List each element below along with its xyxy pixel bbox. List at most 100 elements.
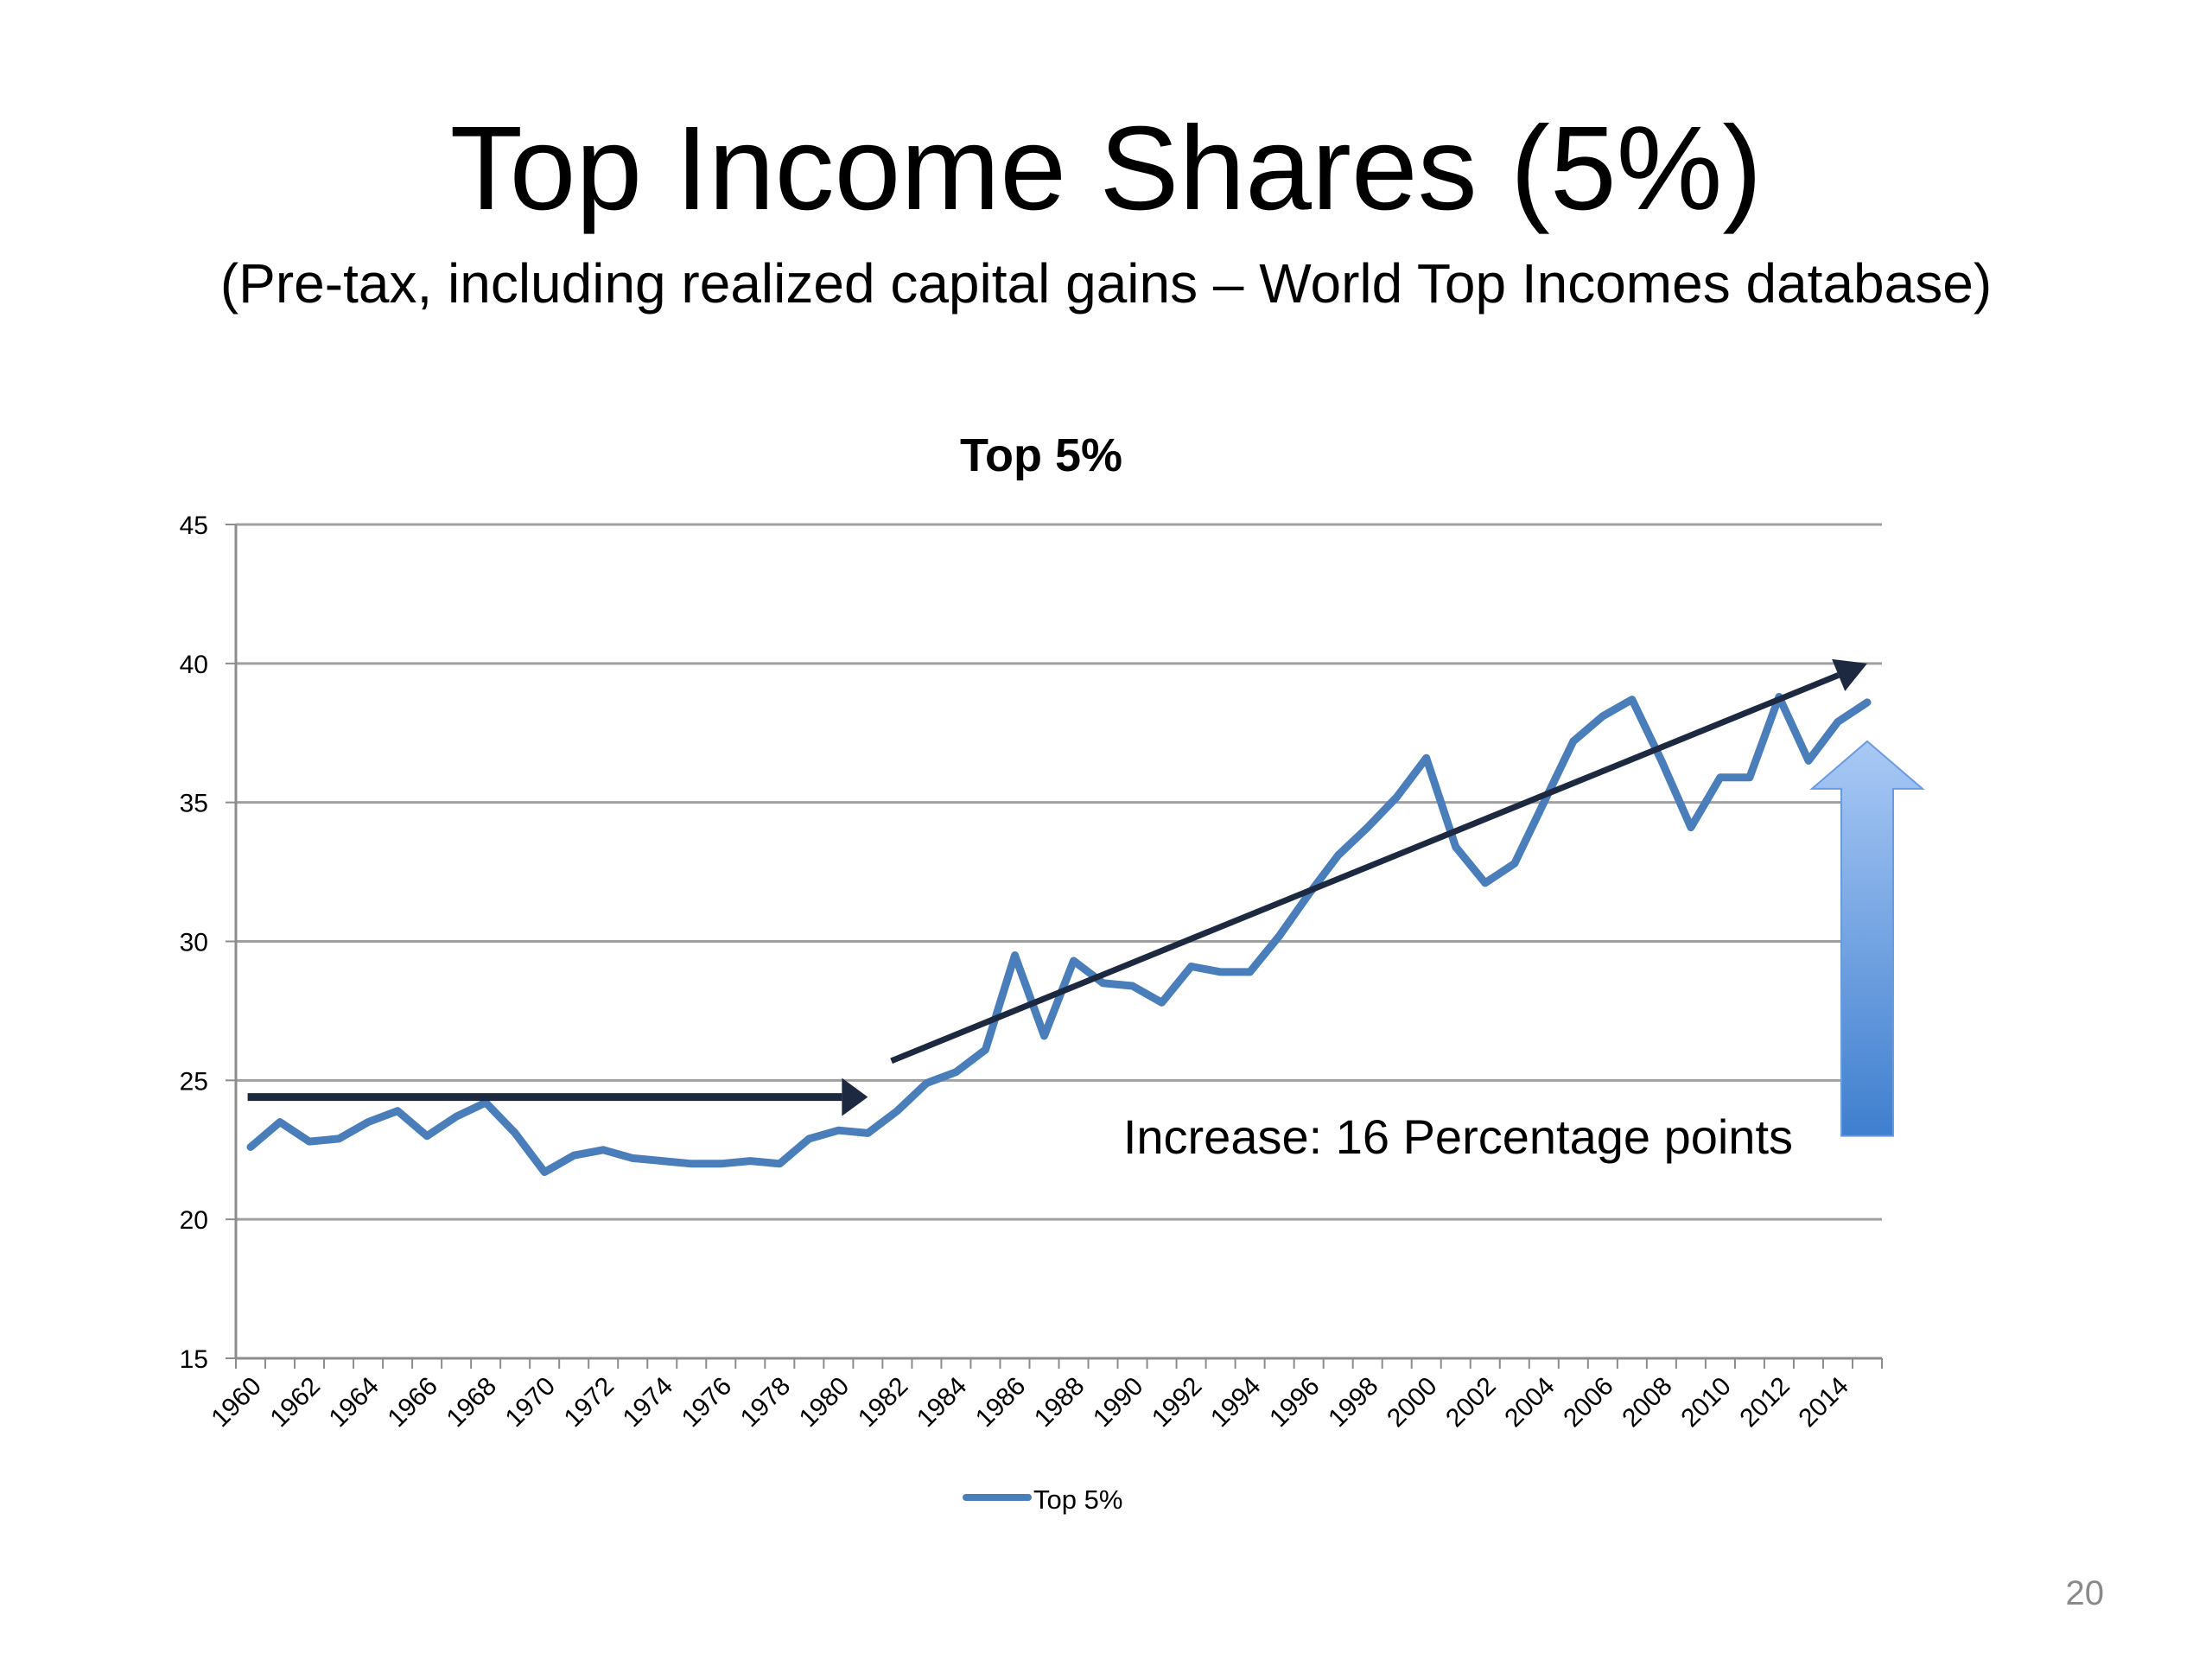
y-tick-labels: 15 20 25 30 35 40 45 [180, 512, 208, 1374]
x-tick-label: 1986 [970, 1372, 1032, 1433]
slide-title: Top Income Shares (5%) [449, 102, 1763, 235]
data-point [514, 1132, 516, 1134]
x-tick-label: 2012 [1734, 1372, 1796, 1433]
y-tick-label: 45 [180, 512, 208, 540]
data-point [984, 1049, 986, 1051]
data-point [1866, 702, 1868, 703]
data-point [867, 1132, 868, 1134]
data-point [1749, 777, 1751, 779]
y-tick-label: 25 [180, 1067, 208, 1096]
data-point [837, 1129, 839, 1131]
data-point [1279, 935, 1281, 937]
data-point [1043, 1035, 1045, 1037]
x-tick-label: 2014 [1793, 1372, 1854, 1433]
data-point [1484, 882, 1486, 884]
data-point [720, 1163, 721, 1165]
x-tick-label: 1992 [1147, 1372, 1208, 1433]
x-tick-label: 1996 [1264, 1372, 1325, 1433]
data-point [1103, 982, 1104, 984]
data-point [1514, 862, 1516, 864]
data-point [1455, 846, 1457, 848]
x-tick-label: 1990 [1088, 1372, 1149, 1433]
data-point [1602, 715, 1604, 717]
gridlines [236, 523, 1882, 1221]
data-point [632, 1157, 633, 1159]
y-tick-label: 35 [180, 790, 208, 818]
trend-arrow [890, 658, 1867, 1065]
x-tick-label: 2010 [1675, 1372, 1737, 1433]
x-tick-label: 1966 [383, 1372, 444, 1433]
x-tick-label: 1988 [1029, 1372, 1090, 1433]
data-point [749, 1160, 751, 1162]
x-tick-label: 2004 [1499, 1372, 1560, 1433]
chart-title: Top 5% [960, 429, 1122, 481]
data-point [1631, 699, 1633, 701]
data-point [1808, 760, 1809, 761]
x-tick-label: 1964 [323, 1372, 385, 1433]
x-tick-label: 2008 [1617, 1372, 1678, 1433]
x-tick-labels: 1960196219641966196819701972197419761978… [206, 1372, 1853, 1433]
x-tick-label: 1974 [618, 1372, 679, 1433]
data-point [338, 1138, 340, 1140]
data-point [1837, 721, 1839, 722]
data-point [279, 1122, 281, 1123]
data-point [367, 1122, 369, 1123]
increase-annotation: Increase: 16 Percentage points [1123, 1109, 1793, 1164]
data-point [690, 1163, 692, 1165]
data-point [779, 1163, 780, 1165]
y-tick-label: 15 [180, 1345, 208, 1374]
y-tick-label: 20 [180, 1206, 208, 1235]
data-point [955, 1071, 957, 1073]
data-point [1161, 1001, 1163, 1003]
data-point [602, 1149, 604, 1151]
data-point [1543, 802, 1545, 804]
data-point [308, 1141, 310, 1142]
data-point [485, 1102, 486, 1103]
x-tick-label: 1970 [500, 1372, 562, 1433]
slide-subtitle: (Pre-tax, including realized capital gai… [219, 252, 1993, 315]
data-point [1073, 960, 1075, 962]
data-point [573, 1154, 575, 1156]
data-point [896, 1110, 898, 1112]
x-tick-label: 1982 [853, 1372, 914, 1433]
axes [226, 524, 1883, 1369]
y-tick-label: 40 [180, 651, 208, 679]
data-point [1220, 971, 1222, 973]
data-point [1573, 741, 1574, 742]
x-tick-label: 1978 [735, 1372, 797, 1433]
x-tick-label: 1984 [912, 1372, 973, 1433]
y-tick-label: 30 [180, 929, 208, 957]
x-tick-label: 1972 [559, 1372, 620, 1433]
data-point [1426, 757, 1427, 759]
x-tick-label: 2006 [1558, 1372, 1619, 1433]
slide-number: 20 [2065, 1574, 2105, 1612]
data-point [1014, 955, 1015, 957]
increase-arrow [1809, 740, 1925, 1137]
data-point [1367, 827, 1369, 829]
series-line-top-5 [246, 692, 1872, 1176]
data-point [1132, 985, 1134, 987]
data-point [543, 1171, 545, 1173]
legend-label-top-5: Top 5% [1033, 1484, 1122, 1515]
x-tick-label: 1976 [677, 1372, 738, 1433]
data-point [1719, 777, 1721, 779]
data-point [1249, 971, 1251, 973]
x-tick-label: 1962 [264, 1372, 326, 1433]
data-point [661, 1160, 663, 1162]
annotations: Increase: 16 Percentage points [247, 658, 1925, 1164]
data-point [1690, 827, 1692, 829]
data-point [397, 1110, 398, 1112]
x-tick-label: 2002 [1440, 1372, 1502, 1433]
x-tick-label: 2000 [1382, 1372, 1443, 1433]
data-point [1661, 760, 1662, 761]
data-point [250, 1147, 251, 1148]
x-tick-label: 1998 [1323, 1372, 1384, 1433]
data-point [426, 1135, 428, 1137]
x-tick-label: 1994 [1205, 1372, 1267, 1433]
data-point [1396, 796, 1398, 798]
x-tick-label: 1980 [794, 1372, 855, 1433]
data-point [925, 1083, 927, 1084]
x-tick-label: 1968 [442, 1372, 503, 1433]
flat-period-arrow [247, 1077, 868, 1116]
